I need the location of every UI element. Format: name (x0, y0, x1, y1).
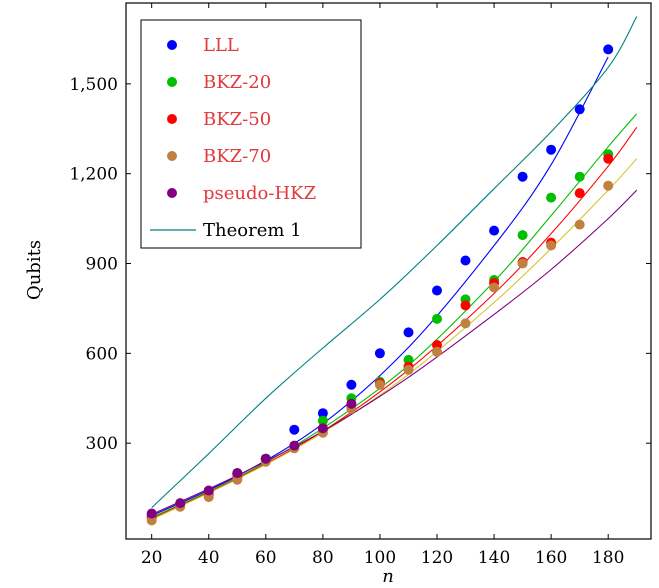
lll-point (574, 104, 585, 115)
bkz-70-point (146, 515, 157, 526)
lll-point (489, 225, 500, 236)
bkz-20-point (546, 192, 557, 203)
y-axis-ticks: 300 600 900 1,200 1,500 (69, 75, 651, 454)
x-axis-ticks: 20 40 60 80 100 120 140 160 180 (141, 3, 624, 568)
lll-point (374, 348, 385, 359)
y-tick-label: 300 (86, 434, 118, 454)
y-axis-label: Qubits (24, 240, 45, 300)
x-tick-label: 140 (478, 548, 510, 568)
lll-point (346, 379, 357, 390)
bkz-70-point (403, 364, 414, 375)
x-tick-label: 60 (255, 548, 277, 568)
y-tick-label: 900 (86, 255, 118, 275)
fit-curve-4 (151, 189, 638, 515)
lll-point (517, 171, 528, 182)
y-tick-label: 1,200 (69, 165, 118, 185)
bkz-20-point (432, 313, 442, 324)
bkz-50-point (603, 153, 614, 164)
bkz-70-point (546, 240, 557, 251)
legend-marker (167, 77, 177, 87)
plot-frame (125, 2, 652, 540)
legend-label: BKZ-70 (203, 146, 271, 167)
lll-point (546, 144, 557, 155)
legend-marker (167, 151, 177, 161)
legend-marker (167, 40, 177, 50)
y-tick-label: 600 (86, 344, 118, 364)
bkz-70-point (374, 379, 385, 390)
bkz-20-point (403, 354, 414, 365)
lll-point (603, 44, 614, 55)
lll-point (403, 327, 414, 338)
legend-label: Theorem 1 (203, 220, 302, 241)
data-points (146, 44, 614, 526)
bkz-70-point (603, 180, 614, 191)
x-tick-label: 100 (364, 548, 396, 568)
bkz-20-point (574, 171, 585, 182)
bkz-70-point (432, 346, 442, 357)
pseudo-hkz-point (232, 468, 243, 479)
lll-point (317, 408, 328, 419)
theorem-1-line (151, 16, 638, 508)
x-tick-label: 180 (592, 548, 624, 568)
y-tick-label: 1,500 (69, 75, 118, 95)
bkz-20-point (317, 415, 328, 426)
legend-label: BKZ-20 (203, 72, 271, 93)
pseudo-hkz-point (260, 453, 271, 464)
legend-label: LLL (203, 35, 239, 56)
pseudo-hkz-point (146, 508, 157, 519)
legend-label: BKZ-50 (203, 109, 271, 130)
x-tick-label: 20 (141, 548, 163, 568)
bkz-20-point (517, 230, 528, 241)
lll-point (432, 285, 442, 296)
lll-point (289, 424, 300, 435)
lll-point (460, 255, 471, 266)
x-tick-label: 120 (421, 548, 453, 568)
pseudo-hkz-point (289, 440, 300, 451)
legend: LLL BKZ-20 BKZ-50 BKZ-70 pseudo-HKZ Theorem 1 (140, 19, 362, 249)
legend-marker (167, 114, 177, 124)
pseudo-hkz-point (175, 498, 186, 509)
x-tick-label: 160 (535, 548, 567, 568)
bkz-70-point (460, 318, 471, 329)
pseudo-hkz-point (203, 485, 214, 496)
bkz-70-point (574, 219, 585, 230)
legend-label: pseudo-HKZ (203, 183, 316, 204)
fit-curve-1 (151, 113, 638, 518)
bkz-50-point (574, 188, 585, 199)
pseudo-hkz-point (346, 398, 357, 409)
theorem-line-layer (151, 16, 638, 508)
bkz-70-point (517, 258, 528, 269)
x-axis-label: n (382, 566, 394, 587)
x-tick-label: 40 (198, 548, 220, 568)
bkz-50-point (460, 300, 471, 311)
bkz-70-point (489, 282, 500, 293)
pseudo-hkz-point (317, 423, 328, 434)
x-tick-label: 80 (312, 548, 334, 568)
legend-box (140, 19, 362, 249)
legend-marker (167, 188, 177, 198)
